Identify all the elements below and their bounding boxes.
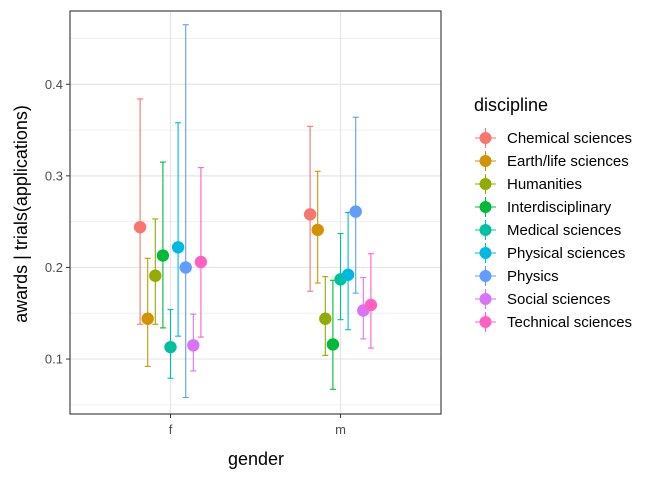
- series-medical-sciences: [164, 233, 347, 379]
- legend-key-dot: [479, 270, 492, 282]
- series-earth-life-sciences: [141, 170, 324, 367]
- legend-label: Medical sciences: [507, 222, 621, 239]
- data-point: [341, 268, 355, 281]
- data-point: [311, 223, 324, 237]
- data-point: [149, 269, 162, 282]
- legend-items: Chemical sciences Earth/life sciences Huma…: [475, 127, 632, 333]
- legend-key-dot: [479, 178, 492, 190]
- x-tick-label: f: [169, 422, 173, 437]
- data-point: [179, 261, 192, 274]
- series-chemical-sciences: [133, 98, 317, 325]
- legend-label: Interdisciplinary: [507, 199, 612, 216]
- y-tick-label: 0.2: [45, 260, 63, 275]
- plot-panel: [70, 11, 441, 414]
- legend-label: Physical sciences: [507, 245, 625, 262]
- legend-key-dot: [479, 224, 492, 236]
- data-point: [319, 312, 332, 325]
- panel-border: [69, 10, 442, 415]
- legend-item: Earth/life sciences: [475, 150, 629, 172]
- y-tick-label: 0.1: [45, 352, 63, 367]
- y-tick-label: 0.3: [45, 168, 63, 183]
- x-axis-title: gender: [228, 449, 284, 469]
- data-point: [141, 312, 154, 325]
- series-physics: [179, 24, 362, 399]
- y-axis-title: awards | trials(applications): [11, 105, 31, 323]
- data-point: [156, 249, 170, 262]
- y-tick-label: 0.4: [45, 77, 63, 92]
- data-point: [133, 220, 147, 234]
- legend-item: Chemical sciences: [475, 127, 632, 149]
- data-point: [364, 298, 378, 312]
- x-tick-label: m: [335, 422, 346, 437]
- legend-item: Interdisciplinary: [475, 196, 612, 218]
- data-point: [171, 241, 185, 254]
- legend-item: Technical sciences: [475, 311, 632, 333]
- legend-label: Technical sciences: [507, 314, 632, 331]
- panel-background: [70, 11, 441, 414]
- data-point: [303, 208, 317, 221]
- data-point: [326, 338, 340, 351]
- plot-marks: [133, 24, 378, 399]
- legend-key-dot: [479, 132, 492, 144]
- series-interdisciplinary: [156, 161, 340, 390]
- legend-label: Humanities: [507, 176, 582, 193]
- data-point: [194, 255, 208, 269]
- legend-key-dot: [479, 247, 492, 259]
- legend-item: Humanities: [475, 173, 582, 195]
- legend-title: discipline: [474, 95, 548, 115]
- legend-label: Earth/life sciences: [507, 153, 629, 170]
- legend-label: Chemical sciences: [507, 130, 632, 147]
- data-point: [187, 339, 200, 352]
- legend-label: Social sciences: [507, 291, 610, 308]
- y-axis: 0.1 0.2 0.3 0.4: [45, 77, 70, 367]
- legend-item: Social sciences: [475, 288, 610, 310]
- legend-key-dot: [479, 155, 492, 167]
- legend-item: Physics: [475, 265, 559, 287]
- legend-key-dot: [479, 316, 492, 328]
- legend-key-dot: [479, 201, 492, 213]
- legend-item: Physical sciences: [475, 242, 625, 264]
- series-technical-sciences: [194, 167, 378, 349]
- legend: discipline Chemical sciences Earth/life s…: [474, 95, 632, 333]
- series-humanities: [149, 218, 332, 356]
- data-point: [164, 340, 177, 354]
- legend-label: Physics: [507, 268, 559, 285]
- data-point: [349, 205, 362, 218]
- legend-item: Medical sciences: [475, 219, 621, 241]
- legend-key-dot: [479, 293, 492, 305]
